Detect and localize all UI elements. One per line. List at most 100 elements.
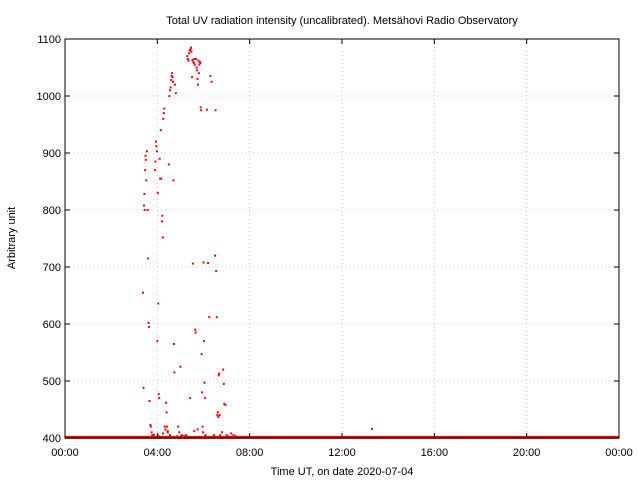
data-point xyxy=(145,150,148,153)
data-point xyxy=(157,393,160,396)
data-point xyxy=(175,435,178,438)
data-point xyxy=(244,435,247,438)
data-point xyxy=(218,372,221,375)
data-point xyxy=(156,191,159,194)
data-point xyxy=(190,76,193,79)
data-point xyxy=(197,59,200,62)
chart-title: Total UV radiation intensity (uncalibrat… xyxy=(166,15,518,27)
data-point xyxy=(152,433,155,436)
data-point xyxy=(142,291,145,294)
data-point xyxy=(157,302,160,305)
data-point xyxy=(165,401,168,404)
data-point xyxy=(217,415,220,418)
data-point xyxy=(170,75,173,78)
data-point xyxy=(144,169,147,172)
data-point xyxy=(169,89,172,92)
data-point xyxy=(232,434,235,437)
y-tick-label: 700 xyxy=(43,262,61,274)
data-point xyxy=(198,63,201,66)
data-point xyxy=(148,399,151,402)
data-point xyxy=(173,83,176,86)
data-point xyxy=(151,434,154,437)
data-point xyxy=(219,434,222,437)
data-point xyxy=(168,95,171,97)
x-tick-label: 04:00 xyxy=(144,447,172,459)
data-point xyxy=(159,129,162,132)
data-point xyxy=(208,316,211,319)
data-point xyxy=(172,179,175,182)
data-point xyxy=(195,66,198,69)
data-point xyxy=(172,80,175,83)
data-point xyxy=(143,209,146,211)
data-point xyxy=(159,177,162,180)
data-point xyxy=(190,46,193,49)
data-point xyxy=(283,435,286,438)
data-point xyxy=(161,214,164,217)
data-point xyxy=(177,425,180,428)
data-point xyxy=(163,107,166,110)
data-point xyxy=(192,61,195,64)
data-point xyxy=(187,59,190,62)
data-point xyxy=(214,254,217,257)
grid-lines xyxy=(65,39,619,438)
data-point xyxy=(207,262,210,265)
data-point xyxy=(196,77,199,80)
data-point xyxy=(143,193,146,196)
data-point xyxy=(193,63,196,66)
data-point xyxy=(154,169,157,172)
data-point xyxy=(158,157,161,160)
data-point xyxy=(150,431,153,434)
data-point xyxy=(147,257,150,260)
data-point xyxy=(167,163,170,166)
data-point xyxy=(161,236,164,239)
data-point xyxy=(172,342,175,345)
data-point xyxy=(173,371,176,374)
data-point xyxy=(227,435,230,438)
data-point xyxy=(219,435,222,438)
data-point xyxy=(217,374,220,377)
x-tick-label: 16:00 xyxy=(421,447,449,459)
data-point xyxy=(155,150,158,153)
data-point xyxy=(371,427,374,430)
data-point xyxy=(166,425,169,428)
data-point xyxy=(194,331,197,334)
data-point xyxy=(196,83,199,86)
y-tick-label: 1100 xyxy=(37,34,61,46)
data-point xyxy=(189,397,192,400)
data-point xyxy=(144,154,147,157)
data-point xyxy=(147,321,150,324)
data-point xyxy=(162,112,165,115)
data-point xyxy=(169,86,172,89)
data-point xyxy=(154,140,157,143)
x-tick-label: 12:00 xyxy=(328,447,356,459)
data-points xyxy=(142,46,374,438)
data-point xyxy=(230,432,233,435)
data-point xyxy=(216,411,219,414)
data-point xyxy=(214,109,217,112)
data-point xyxy=(171,76,174,79)
data-point xyxy=(195,57,198,60)
data-point xyxy=(169,434,172,437)
data-point xyxy=(202,431,205,434)
data-point xyxy=(212,434,215,437)
data-point xyxy=(155,145,158,148)
data-point xyxy=(184,435,187,438)
data-point xyxy=(193,57,196,60)
data-point xyxy=(186,57,189,60)
data-point xyxy=(162,117,165,120)
x-tick-label: 00:00 xyxy=(605,447,633,459)
data-point xyxy=(194,328,197,331)
data-point xyxy=(152,435,155,438)
y-tick-label: 500 xyxy=(43,376,61,388)
data-point xyxy=(188,49,191,52)
x-axis-label: Time UT, on date 2020-07-04 xyxy=(271,466,414,478)
data-point xyxy=(223,402,226,405)
y-tick-label: 600 xyxy=(43,319,61,331)
data-point xyxy=(171,72,174,75)
data-point xyxy=(222,368,225,371)
data-point xyxy=(218,414,221,417)
data-point xyxy=(211,435,214,438)
plot-frame xyxy=(64,38,620,439)
data-point xyxy=(203,397,206,400)
x-tick-label: 00:00 xyxy=(51,447,79,459)
